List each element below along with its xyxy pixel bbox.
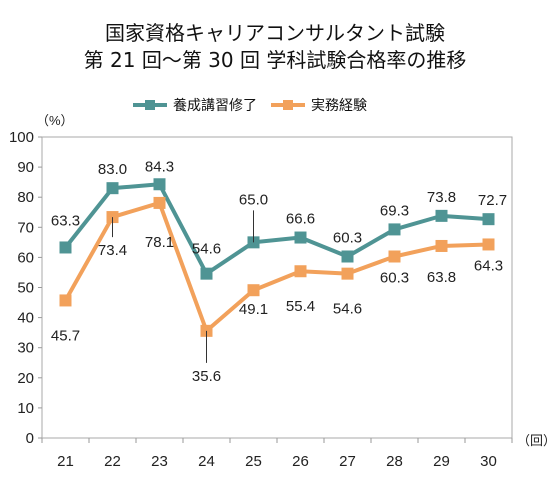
data-label-s1: 84.3 [145,158,174,175]
data-point-s1 [153,178,166,191]
y-tick-label: 0 [26,430,34,447]
data-label-s2: 54.6 [333,301,362,318]
legend-marker-series1 [133,98,167,112]
legend-item-series2: 実務経験 [271,95,367,115]
data-point-s2 [59,294,72,307]
data-point-s2 [482,238,495,251]
data-label-s2: 73.4 [98,242,127,259]
x-tick-label: 29 [433,453,450,470]
data-label-s2: 78.1 [145,234,174,251]
legend-marker-series2 [271,98,305,112]
x-tick-label: 30 [480,453,497,470]
data-point-s1 [435,209,448,222]
y-tick-label: 70 [17,219,34,236]
data-point-s2 [388,250,401,263]
data-label-s2: 60.3 [380,269,409,286]
data-label-s1: 73.8 [427,189,456,206]
data-label-s1: 83.0 [98,161,127,178]
series-line-2 [63,200,489,333]
data-point-s1 [482,213,495,226]
data-label-s1: 54.6 [192,241,221,258]
data-point-s2 [435,239,448,252]
data-label-s2: 63.8 [427,269,456,286]
chart-title-line2: 第 21 回～第 30 回 学科試験合格率の推移 [83,48,467,72]
y-tick-label: 40 [17,310,34,327]
data-point-s2 [247,284,260,297]
y-axis-unit: （%） [36,113,74,128]
legend-label-series1: 養成講習修了 [173,98,257,114]
x-tick-label: 27 [339,453,356,470]
data-point-s2 [294,265,307,278]
x-tick-label: 24 [198,453,215,470]
data-label-s1: 63.3 [51,212,80,229]
data-label-s2: 45.7 [51,327,80,344]
data-label-s1: 66.6 [286,211,315,228]
chart-title-line1: 国家資格キャリアコンサルタント試験 [105,21,445,45]
y-tick-label: 10 [17,400,34,417]
y-tick-label: 60 [17,249,34,266]
data-point-s2 [341,267,354,280]
data-label-s1: 72.7 [478,192,507,209]
x-axis-unit: （回） [517,433,550,448]
data-point-s1 [59,241,72,254]
x-tick-label: 23 [151,453,168,470]
data-label-s1: 60.3 [333,229,362,246]
x-tick-label: 25 [245,453,262,470]
y-tick-label: 90 [17,159,34,176]
y-tick-label: 100 [9,129,34,146]
data-point-s1 [388,223,401,236]
data-label-s1: 65.0 [239,191,268,208]
y-tick-label: 30 [17,340,34,357]
plot-area [41,136,513,439]
x-tick-label: 22 [104,453,121,470]
data-label-s2: 55.4 [286,298,315,315]
x-tick-label: 26 [292,453,309,470]
data-label-s2: 35.6 [192,368,221,385]
y-tick-label: 80 [17,189,34,206]
x-tick-label: 21 [57,453,74,470]
data-label-s2: 64.3 [474,257,503,274]
data-point-s1 [294,231,307,244]
legend-item-series1: 養成講習修了 [133,95,257,115]
data-point-s1 [341,250,354,263]
series-line-1 [63,182,489,276]
data-point-s2 [153,196,166,209]
legend-label-series2: 実務経験 [311,98,367,114]
data-point-s1 [200,267,213,280]
data-point-s1 [106,182,119,195]
chart-legend: 養成講習修了 実務経験 [133,95,381,115]
data-label-s2: 49.1 [239,301,268,318]
data-label-s1: 69.3 [380,202,409,219]
y-tick-label: 50 [17,280,34,297]
y-tick-label: 20 [17,370,34,387]
x-tick-label: 28 [386,453,403,470]
